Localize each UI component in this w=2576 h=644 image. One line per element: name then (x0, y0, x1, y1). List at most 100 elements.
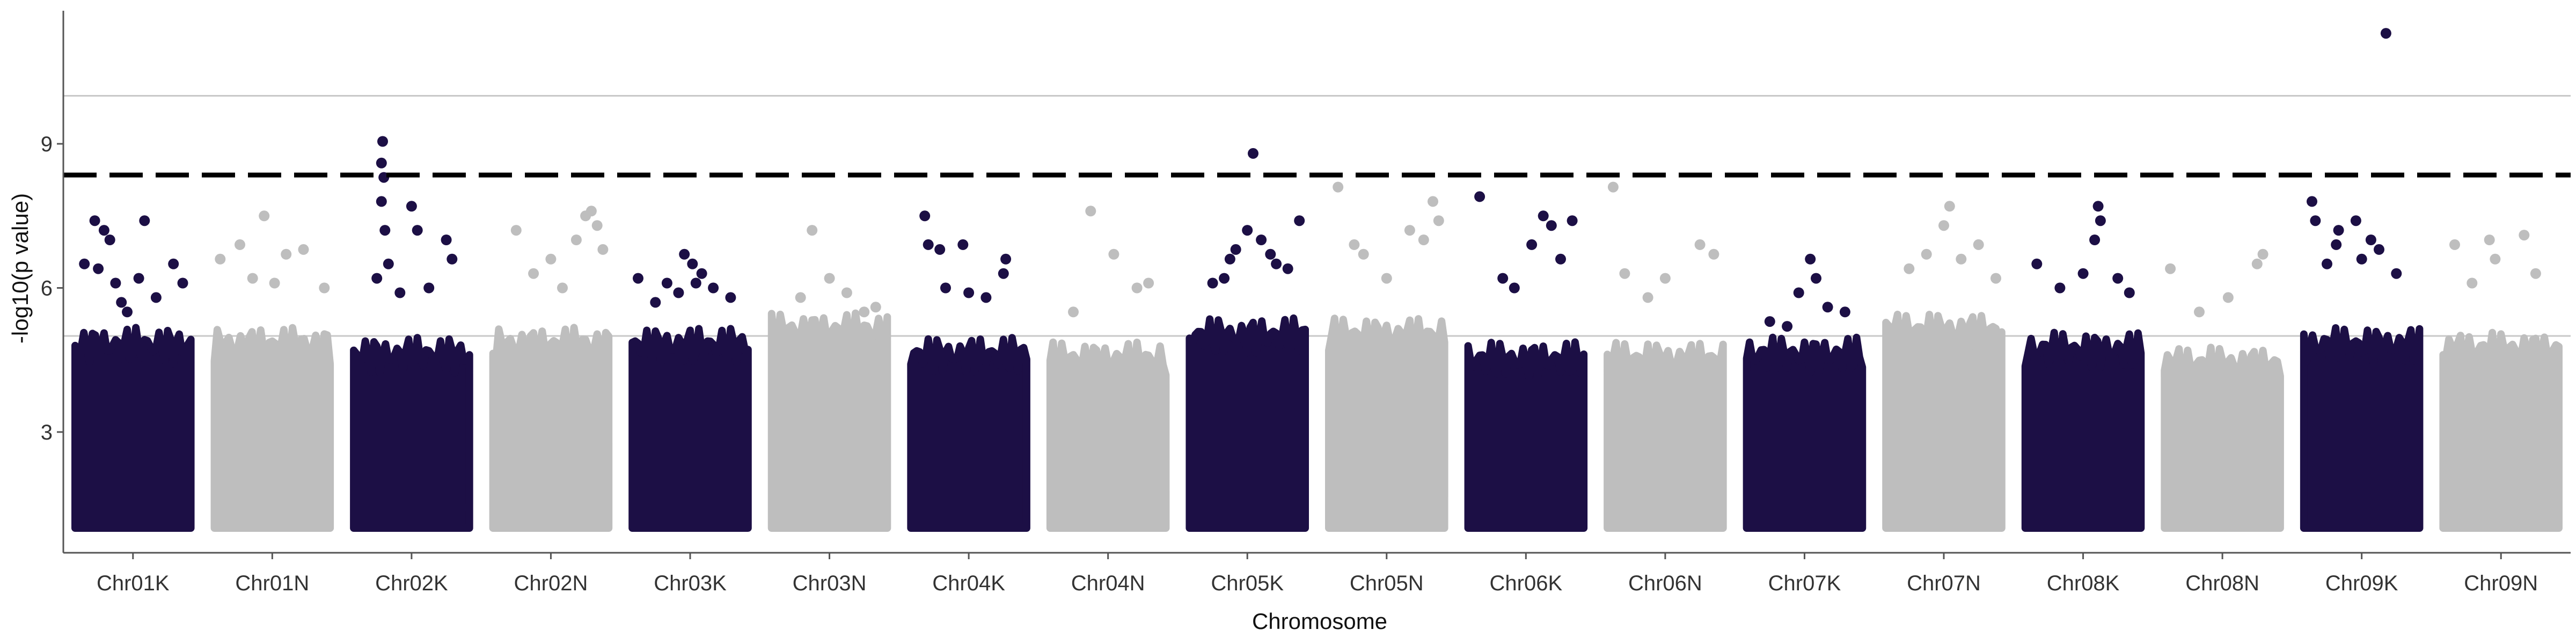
peak-point (597, 244, 609, 255)
peak-point (1546, 220, 1557, 231)
peak-point (1811, 273, 1821, 284)
peak-point (412, 225, 423, 236)
peak-point (687, 258, 698, 269)
x-tick-label: Chr05N (1350, 572, 1424, 595)
peak-point (1607, 181, 1619, 193)
peak-point (1143, 277, 1154, 289)
peak-point (580, 210, 591, 222)
chromosome-cloud-Chr02N (489, 324, 613, 532)
peak-point (1839, 306, 1850, 318)
peak-point (122, 306, 133, 318)
chromosome-cloud-Chr04N (1046, 338, 1170, 532)
peak-point (2350, 215, 2361, 226)
peak-point (1085, 206, 1096, 217)
chromosome-cloud-Chr04K (907, 334, 1030, 532)
x-tick-label: Chr09N (2464, 572, 2538, 595)
peak-point (2530, 268, 2541, 279)
peak-points (79, 28, 2541, 332)
peak-point (807, 225, 818, 236)
peak-point (1230, 244, 1241, 255)
peak-point (371, 273, 383, 284)
x-tick-label: Chr04K (932, 572, 1005, 595)
peak-point (1358, 248, 1369, 260)
peak-point (1642, 292, 1653, 303)
peak-point (1555, 253, 1566, 265)
peak-point (376, 196, 387, 207)
y-axis-ticks: 3 6 9 (41, 133, 63, 444)
peak-point (696, 268, 707, 279)
peak-point (376, 157, 387, 169)
peak-point (1248, 148, 1258, 159)
chromosome-cloud-Chr08K (2021, 328, 2145, 532)
y-tick-label: 6 (41, 277, 53, 301)
chromosome-cloud-Chr01N (210, 324, 334, 532)
x-tick-label: Chr09K (2325, 572, 2398, 595)
peak-point (1764, 316, 1775, 327)
chromosome-cloud-Chr06N (1604, 339, 1727, 532)
y-tick-label: 3 (41, 421, 53, 444)
peak-point (2310, 215, 2321, 226)
peak-point (116, 297, 127, 308)
peak-point (2467, 277, 2478, 289)
chromosome-cloud-Chr09N (2439, 328, 2563, 532)
peak-point (957, 239, 969, 250)
reference-lines (63, 95, 2571, 337)
peak-point (661, 277, 672, 289)
x-tick-label: Chr03K (654, 572, 727, 595)
peak-point (1224, 253, 1235, 265)
peak-point (1333, 181, 1344, 193)
peak-point (1526, 239, 1538, 250)
peak-point (2391, 268, 2402, 279)
peak-point (963, 287, 975, 298)
x-tick-label: Chr03N (793, 572, 867, 595)
peak-point (679, 248, 690, 260)
peak-point (379, 225, 391, 236)
peak-point (633, 273, 643, 284)
peak-point (377, 136, 388, 147)
x-tick-label: Chr02K (375, 572, 448, 595)
axes (62, 11, 2571, 554)
chromosome-cloud-Chr03K (628, 325, 752, 532)
y-tick-label: 9 (41, 133, 53, 156)
peak-point (1990, 273, 2001, 284)
chromosome-cloud-Chr09K (2300, 324, 2424, 532)
peak-point (2054, 282, 2066, 294)
peak-point (98, 225, 109, 236)
peak-point (177, 277, 188, 289)
peak-point (824, 273, 835, 284)
peak-point (2077, 268, 2089, 279)
peak-point (1973, 239, 1984, 250)
peak-point (1509, 282, 1520, 294)
peak-point (1294, 215, 1305, 226)
peak-point (923, 239, 934, 250)
peak-point (545, 253, 557, 265)
x-axis-ticks: Chr01K Chr01N Chr02K Chr02N Chr03K Chr03N Chr0… (97, 553, 2538, 595)
peak-point (1904, 263, 1915, 274)
peak-point (1219, 273, 1230, 284)
peak-point (79, 258, 90, 269)
peak-point (1694, 239, 1706, 250)
peak-point (269, 277, 280, 289)
chromosome-cloud-Chr05K (1185, 314, 1309, 532)
peak-point (2307, 196, 2317, 207)
peak-point (1207, 277, 1218, 289)
peak-point (2194, 306, 2205, 318)
peak-point (1418, 235, 1429, 245)
chromosome-cloud-Chr07N (1882, 310, 2006, 532)
peak-point (281, 248, 292, 260)
chromosome-cloud-Chr02K (350, 334, 473, 532)
peak-point (235, 239, 245, 250)
peak-point (2251, 258, 2263, 269)
peak-point (1433, 215, 1444, 226)
x-tick-label: Chr07K (1768, 572, 1841, 595)
peak-point (690, 277, 701, 289)
peak-point (1242, 225, 1253, 236)
peak-point (2449, 239, 2460, 250)
peak-point (1068, 306, 1079, 318)
peak-point (708, 282, 719, 294)
peak-point (1349, 239, 1360, 250)
peak-point (998, 268, 1009, 279)
peak-point (980, 292, 992, 303)
peak-point (139, 215, 150, 226)
